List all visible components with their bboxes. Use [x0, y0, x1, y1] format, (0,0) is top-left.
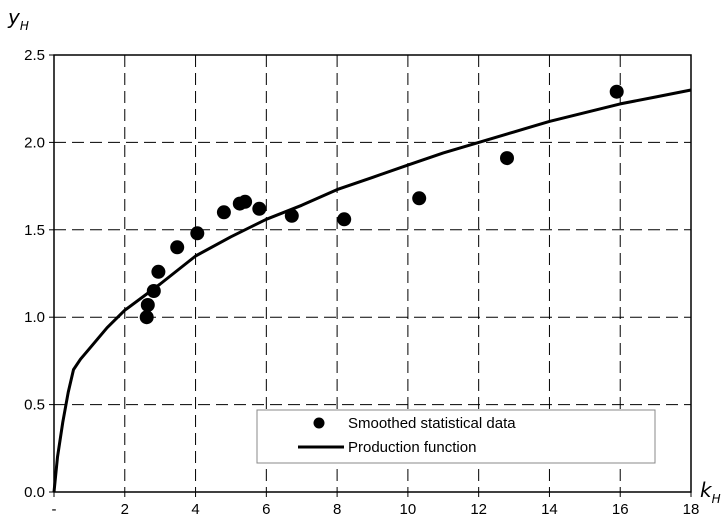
- x-tick-label: 10: [400, 501, 417, 518]
- y-tick-label: 2.5: [24, 47, 45, 64]
- x-tick-label: 6: [262, 501, 270, 518]
- y-tick-label: 2.0: [24, 134, 45, 151]
- line-layer: [52, 88, 692, 493]
- data-point: [284, 208, 299, 223]
- y-axis-label-main: y: [7, 5, 21, 29]
- y-axis-label: yH: [7, 5, 29, 33]
- data-point: [337, 212, 352, 227]
- y-tick-label: 1.0: [24, 309, 45, 326]
- data-point: [238, 194, 253, 209]
- legend-label-line: Production function: [348, 439, 476, 456]
- data-point: [190, 226, 205, 241]
- x-tick-label: 8: [333, 501, 341, 518]
- data-point: [412, 191, 427, 206]
- x-tick-label: 12: [470, 501, 487, 518]
- data-point: [170, 240, 185, 255]
- data-point: [146, 284, 161, 298]
- x-axis-label-sub: H: [712, 492, 721, 506]
- y-tick-label: 0.0: [24, 484, 45, 501]
- x-tick-label: 4: [191, 501, 199, 518]
- legend-marker-scatter: [313, 417, 325, 429]
- x-tick-label: 18: [683, 501, 700, 518]
- tick-labels: 0.0 0.5 1.0 1.5 2.0 2.5 - 2 4 6 8 10 12 14 16 18: [24, 47, 699, 518]
- data-point: [609, 84, 624, 99]
- data-point: [140, 298, 155, 312]
- x-tick-label: 16: [612, 501, 629, 518]
- y-tick-label: 1.5: [24, 222, 45, 239]
- y-tick-label: 0.5: [24, 397, 45, 414]
- legend-box: [256, 409, 656, 464]
- x-tick-label: 2: [121, 501, 129, 518]
- data-point: [139, 310, 154, 325]
- legend: Smoothed statistical data Production fun…: [256, 409, 656, 464]
- x-tick-label: -: [52, 501, 57, 518]
- x-tick-label: 14: [541, 501, 558, 518]
- x-axis-label: kH: [700, 478, 721, 506]
- data-point: [252, 201, 267, 216]
- data-point: [151, 264, 166, 279]
- data-point: [216, 205, 231, 220]
- production-function-line: [52, 88, 692, 493]
- point-layer: [139, 84, 624, 325]
- y-axis-label-sub: H: [20, 19, 29, 33]
- ticks: [49, 54, 692, 497]
- legend-label-scatter: Smoothed statistical data: [348, 415, 516, 432]
- data-point: [500, 151, 514, 166]
- x-axis-label-main: k: [700, 478, 713, 502]
